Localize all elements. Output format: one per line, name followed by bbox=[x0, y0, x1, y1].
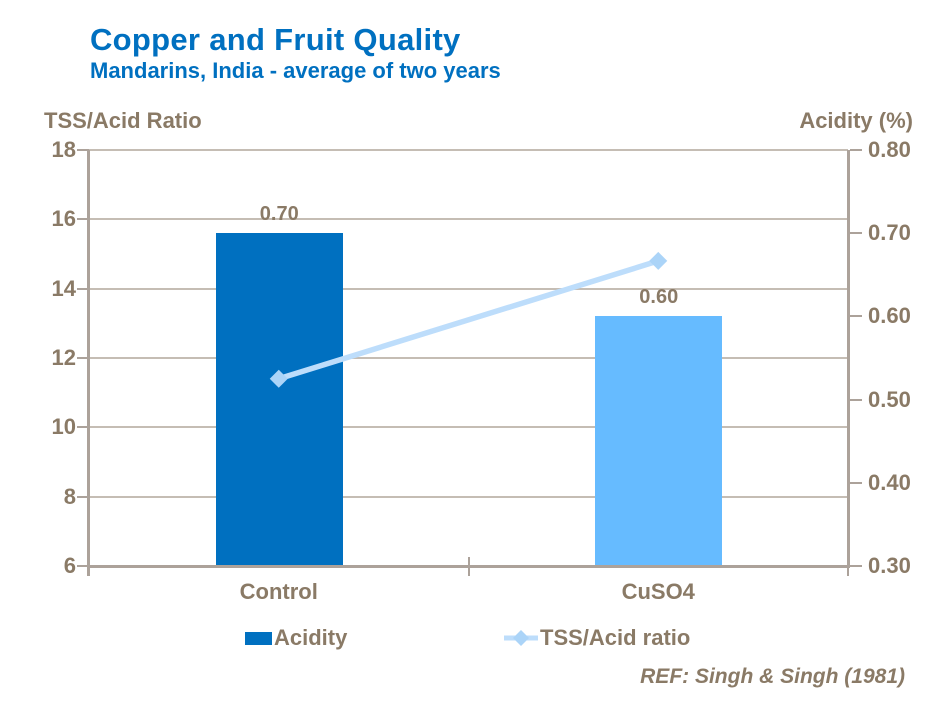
y-axis-right-tick-label: 0.30 bbox=[868, 553, 911, 578]
y-axis-left-tick bbox=[77, 357, 89, 359]
y-axis-left-tick bbox=[77, 565, 89, 567]
y-axis-left-tick bbox=[77, 495, 89, 498]
y-axis-right-tick-label: 0.40 bbox=[868, 469, 911, 495]
tss-line-swatch-icon bbox=[504, 630, 538, 646]
y-axis-left-tick-label: 16 bbox=[51, 206, 76, 232]
legend-label-tss: TSS/Acid ratio bbox=[540, 625, 691, 650]
gridline bbox=[89, 149, 848, 151]
y-axis-right-tick bbox=[850, 315, 862, 318]
x-axis-tick bbox=[847, 557, 849, 576]
chart-title: Copper and Fruit Quality bbox=[90, 22, 461, 57]
y-axis-left-tick bbox=[77, 426, 89, 429]
y-axis-left-tick bbox=[77, 218, 89, 221]
tss-marker-diamond bbox=[649, 251, 668, 270]
gridline bbox=[89, 495, 848, 498]
bar-data-label-cuso4: 0.60 bbox=[639, 286, 679, 309]
y-axis-right-tick bbox=[850, 398, 862, 401]
y-axis-left-tick-label: 14 bbox=[51, 275, 76, 301]
bar-cuso4 bbox=[595, 316, 723, 565]
chart-subtitle: Mandarins, India - average of two years bbox=[90, 58, 501, 83]
x-axis-tick bbox=[88, 557, 90, 576]
y-axis-left-tick-label: 8 bbox=[63, 483, 76, 509]
y-axis-left-tick-label: 12 bbox=[51, 345, 76, 370]
legend-item-tss: TSS/Acid ratio bbox=[503, 624, 690, 652]
y-axis-left-tick-label: 6 bbox=[63, 553, 76, 578]
category-label-control: Control bbox=[239, 579, 318, 604]
y-axis-left-tick-label: 10 bbox=[51, 414, 76, 440]
y-axis-right-tick bbox=[850, 149, 862, 151]
y-axis-left-tick bbox=[77, 149, 89, 151]
y-axis-right-tick-label: 0.80 bbox=[868, 137, 911, 162]
y-axis-left-tick-label: 18 bbox=[51, 137, 76, 162]
bar-data-label-control: 0.70 bbox=[259, 203, 299, 226]
gridline bbox=[89, 426, 848, 429]
y-axis-right-tick-label: 0.70 bbox=[868, 220, 911, 246]
y-axis-left bbox=[87, 150, 90, 576]
y-axis-right-tick bbox=[850, 232, 862, 235]
bar-control bbox=[215, 233, 343, 565]
y-axis-left-tick bbox=[77, 287, 89, 290]
acidity-bar-swatch-icon bbox=[245, 631, 272, 645]
gridline bbox=[89, 287, 848, 290]
y-axis-right-tick-label: 0.60 bbox=[868, 303, 911, 329]
legend-label-acidity: Acidity bbox=[274, 625, 348, 650]
y-axis-right-tick bbox=[850, 565, 862, 567]
gridline bbox=[89, 357, 848, 359]
x-axis-tick bbox=[467, 557, 470, 576]
y-axis-right-tick-label: 0.50 bbox=[868, 386, 911, 412]
left-axis-title: TSS/Acid Ratio bbox=[44, 108, 202, 133]
y-axis-right bbox=[847, 150, 850, 566]
y-axis-right-tick bbox=[850, 481, 862, 484]
reference-citation: REF: Singh & Singh (1981) bbox=[640, 665, 905, 688]
category-label-cuso4: CuSO4 bbox=[621, 579, 695, 604]
right-axis-title: Acidity (%) bbox=[799, 108, 913, 133]
legend-item-acidity: Acidity bbox=[245, 624, 347, 652]
gridline bbox=[89, 218, 848, 221]
